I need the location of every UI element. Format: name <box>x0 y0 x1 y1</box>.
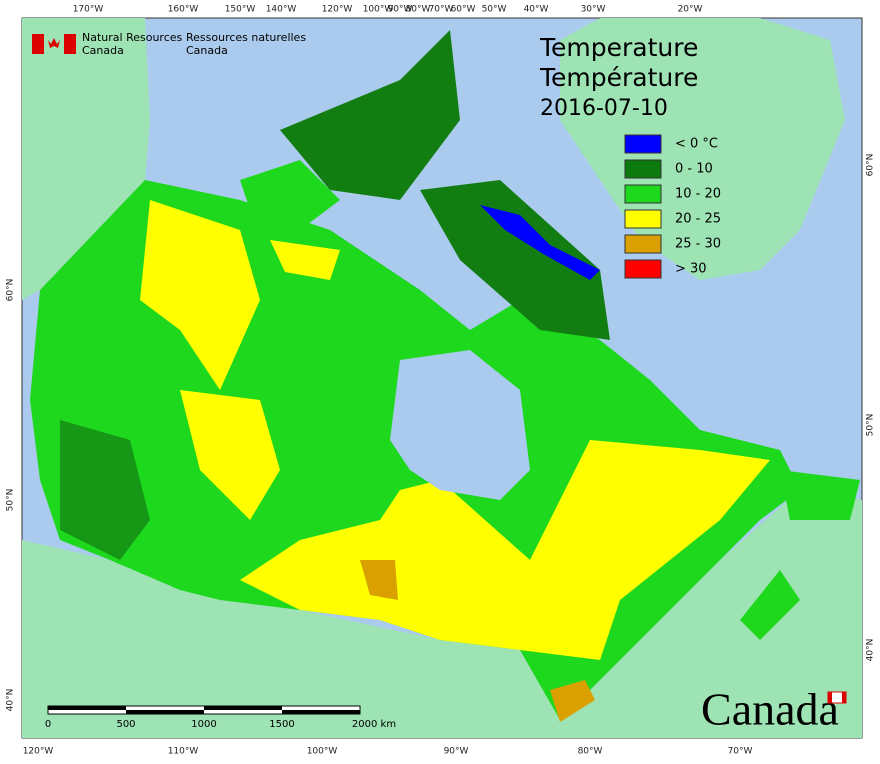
legend-label: 20 - 25 <box>675 212 721 227</box>
flag-bar <box>32 34 44 54</box>
scale-segment <box>48 706 126 710</box>
longitude-label: 30°W <box>581 5 606 15</box>
longitude-label: 120°W <box>23 747 54 757</box>
legend-swatch <box>624 259 662 279</box>
hudson-bay <box>390 350 530 500</box>
latitude-label: 60°N <box>6 279 16 302</box>
title: Temperature <box>539 33 698 62</box>
longitude-label: 70°W <box>728 747 753 757</box>
latitude-label: 60°N <box>866 154 876 177</box>
scale-segment <box>126 710 204 714</box>
legend: < 0 °C 0 - 10 10 - 20 20 - 25 25 - 30 > 30 <box>624 134 721 279</box>
scale-label: 2000 km <box>352 719 396 730</box>
yellow-arctic <box>270 240 340 280</box>
longitude-label: 90°W <box>444 747 469 757</box>
legend-swatch <box>624 184 662 204</box>
victoria-island <box>240 160 340 230</box>
united-states <box>22 490 862 738</box>
longitude-label: 140°W <box>266 5 297 15</box>
logo: Natural Resources Canada Ressources natu… <box>32 31 306 57</box>
scale-bar: 0 500 1000 1500 2000 km <box>45 705 396 730</box>
longitude-label: 100°W <box>307 747 338 757</box>
newfoundland <box>780 470 860 520</box>
agency-en: Canada <box>82 44 124 57</box>
scale-label: 1500 <box>269 719 294 730</box>
agency-fr: Canada <box>186 44 228 57</box>
longitude-label: 100°W <box>363 5 394 15</box>
yellow-northwest <box>140 200 260 390</box>
maritimes <box>740 570 800 640</box>
longitude-label: 20°W <box>678 5 703 15</box>
yellow-south <box>240 440 770 660</box>
legend-swatch <box>624 159 662 179</box>
maple-leaf <box>48 38 60 48</box>
longitude-label: 40°W <box>524 5 549 15</box>
longitude-label: 170°W <box>73 5 104 15</box>
orange-patch <box>550 680 595 722</box>
longitude-label: 60°W <box>451 5 476 15</box>
legend-label: 0 - 10 <box>675 162 713 177</box>
legend-label: 10 - 20 <box>675 187 721 202</box>
scale-segment <box>204 706 282 710</box>
graticule-labels: 170°W 160°W 150°W 140°W 120°W 100°W90°W80°W70… <box>6 5 876 757</box>
latitude-label: 50°N <box>6 489 16 512</box>
scale-label: 1000 <box>191 719 216 730</box>
agency-fr: Ressources naturelles <box>186 31 306 44</box>
agency-en: Natural Resources <box>82 31 183 44</box>
alaska <box>22 18 150 300</box>
scale-label: 0 <box>45 719 51 730</box>
arctic-islands <box>280 30 460 200</box>
latitude-label: 40°N <box>866 639 876 662</box>
legend-swatch <box>624 134 662 154</box>
baffin-island <box>420 180 610 340</box>
scale-segment <box>282 710 360 714</box>
latitude-label: 50°N <box>866 414 876 437</box>
longitude-label: 70°W <box>429 5 454 15</box>
legend-label: 25 - 30 <box>675 237 721 252</box>
title: Température <box>539 63 698 92</box>
ice-cap <box>480 205 600 280</box>
date: 2016-07-10 <box>540 96 668 121</box>
longitude-label: 80°W <box>578 747 603 757</box>
legend-swatch <box>624 209 662 229</box>
longitude-label: 150°W <box>225 5 256 15</box>
orange-patch <box>360 560 398 600</box>
wordmark-flag-bar <box>842 692 846 703</box>
wordmark: Canada <box>701 684 839 735</box>
legend-label: > 30 <box>675 262 707 277</box>
latitude-label: 40°N <box>6 689 16 712</box>
longitude-label: 90°W <box>388 5 413 15</box>
rockies <box>60 420 150 560</box>
longitude-label: 80°W <box>406 5 431 15</box>
wordmark-flag-bar <box>828 692 832 703</box>
flag-bar <box>64 34 76 54</box>
map-shapes <box>22 18 862 738</box>
longitude-label: 110°W <box>168 747 199 757</box>
longitude-label: 50°W <box>482 5 507 15</box>
scale-label: 500 <box>116 719 135 730</box>
legend-label: < 0 °C <box>675 137 718 152</box>
legend-swatch <box>624 234 662 254</box>
yellow-prairie <box>180 390 280 520</box>
longitude-label: 160°W <box>168 5 199 15</box>
longitude-label: 120°W <box>322 5 353 15</box>
